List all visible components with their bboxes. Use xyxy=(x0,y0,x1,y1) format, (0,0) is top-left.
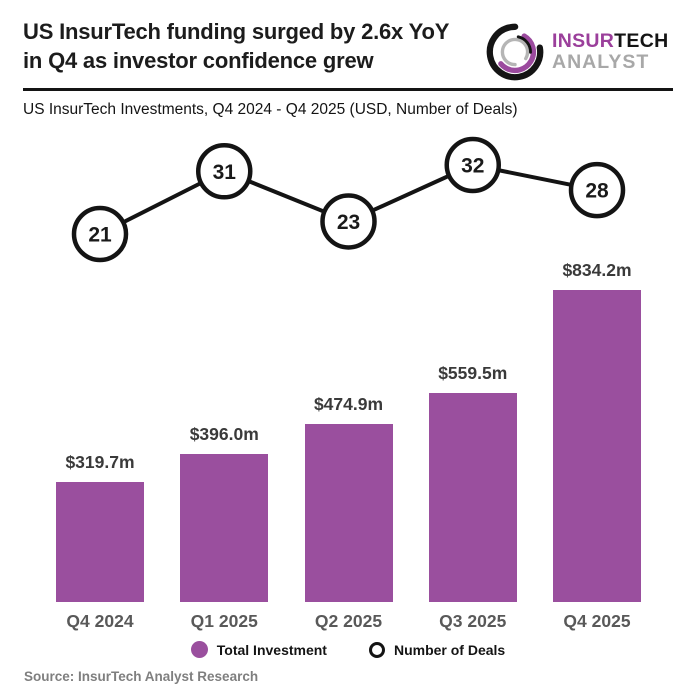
insurtech-analyst-logo: INSURTECH ANALYST xyxy=(484,21,684,83)
open-circle-icon xyxy=(368,641,385,658)
deal-count-value: 28 xyxy=(585,180,609,203)
bar-q4-2025 xyxy=(553,290,641,602)
chart-subtitle: US InsurTech Investments, Q4 2024 - Q4 2… xyxy=(23,101,518,118)
deal-count-value: 21 xyxy=(88,224,112,247)
bar-q3-2025 xyxy=(428,393,517,602)
deal-count-value: 23 xyxy=(337,211,360,234)
logo-wordmark: INSURTECH ANALYST xyxy=(552,31,668,73)
page-title: US InsurTech funding surged by 2.6x YoY … xyxy=(23,17,493,75)
deal-count-marker xyxy=(568,161,626,219)
bar-q1-2025 xyxy=(180,454,269,602)
title-line-1: US InsurTech funding surged by 2.6x YoY xyxy=(23,19,450,44)
legend-label: Number of Deals xyxy=(393,641,506,658)
deal-count-marker xyxy=(320,193,377,250)
title-line-2: in Q4 as investor confidence grew xyxy=(23,48,374,73)
bar-value-label: $319.7m xyxy=(65,452,135,472)
deal-count-marker xyxy=(71,205,129,263)
bar-value-label: $396.0m xyxy=(189,424,259,444)
bar-q4-2024 xyxy=(56,482,144,602)
header-divider xyxy=(23,88,673,91)
deal-count-marker xyxy=(444,136,501,194)
bar-q2-2025 xyxy=(304,424,393,602)
bar-value-label: $559.5m xyxy=(438,363,508,383)
x-axis-label: Q1 2025 xyxy=(190,611,258,631)
deal-count-value: 31 xyxy=(213,161,237,184)
legend-label: Total Investment xyxy=(216,641,327,658)
chart-legend: Total Investment Number of Deals xyxy=(0,641,696,658)
x-axis-label: Q3 2025 xyxy=(439,611,507,631)
x-axis-label: Q4 2024 xyxy=(66,611,134,631)
bar-value-label: $474.9m xyxy=(313,394,384,414)
logo-swirl-icon xyxy=(486,23,544,81)
deal-count-marker xyxy=(196,143,253,200)
legend-item-total-investment: Total Investment xyxy=(190,641,327,658)
logo-text-analyst: ANALYST xyxy=(552,51,650,73)
x-axis-label: Q4 2025 xyxy=(563,611,631,631)
deal-count-value: 32 xyxy=(461,155,484,178)
legend-item-number-of-deals: Number of Deals xyxy=(368,641,506,658)
filled-circle-icon xyxy=(190,641,208,658)
logo-text-insur: INSUR xyxy=(552,30,615,52)
source-note: Source: InsurTech Analyst Research xyxy=(24,669,259,684)
x-axis-label: Q2 2025 xyxy=(314,611,383,631)
bar-value-label: $834.2m xyxy=(562,260,632,280)
logo-text-tech: TECH xyxy=(614,30,669,52)
